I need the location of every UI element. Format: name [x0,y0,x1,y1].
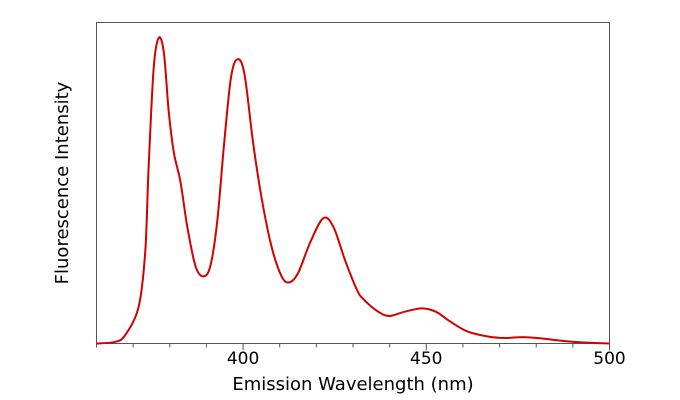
plot-frame [96,22,610,344]
x-tick-label-400: 400 [227,349,259,369]
spectrum-line [96,36,610,345]
y-axis-label: Fluorescence Intensity [52,81,73,284]
x-tick-label-450: 450 [410,349,442,369]
x-axis-label: Emission Wavelength (nm) [232,374,473,395]
x-tick-label-500: 500 [593,349,625,369]
x-ticks [96,343,610,351]
